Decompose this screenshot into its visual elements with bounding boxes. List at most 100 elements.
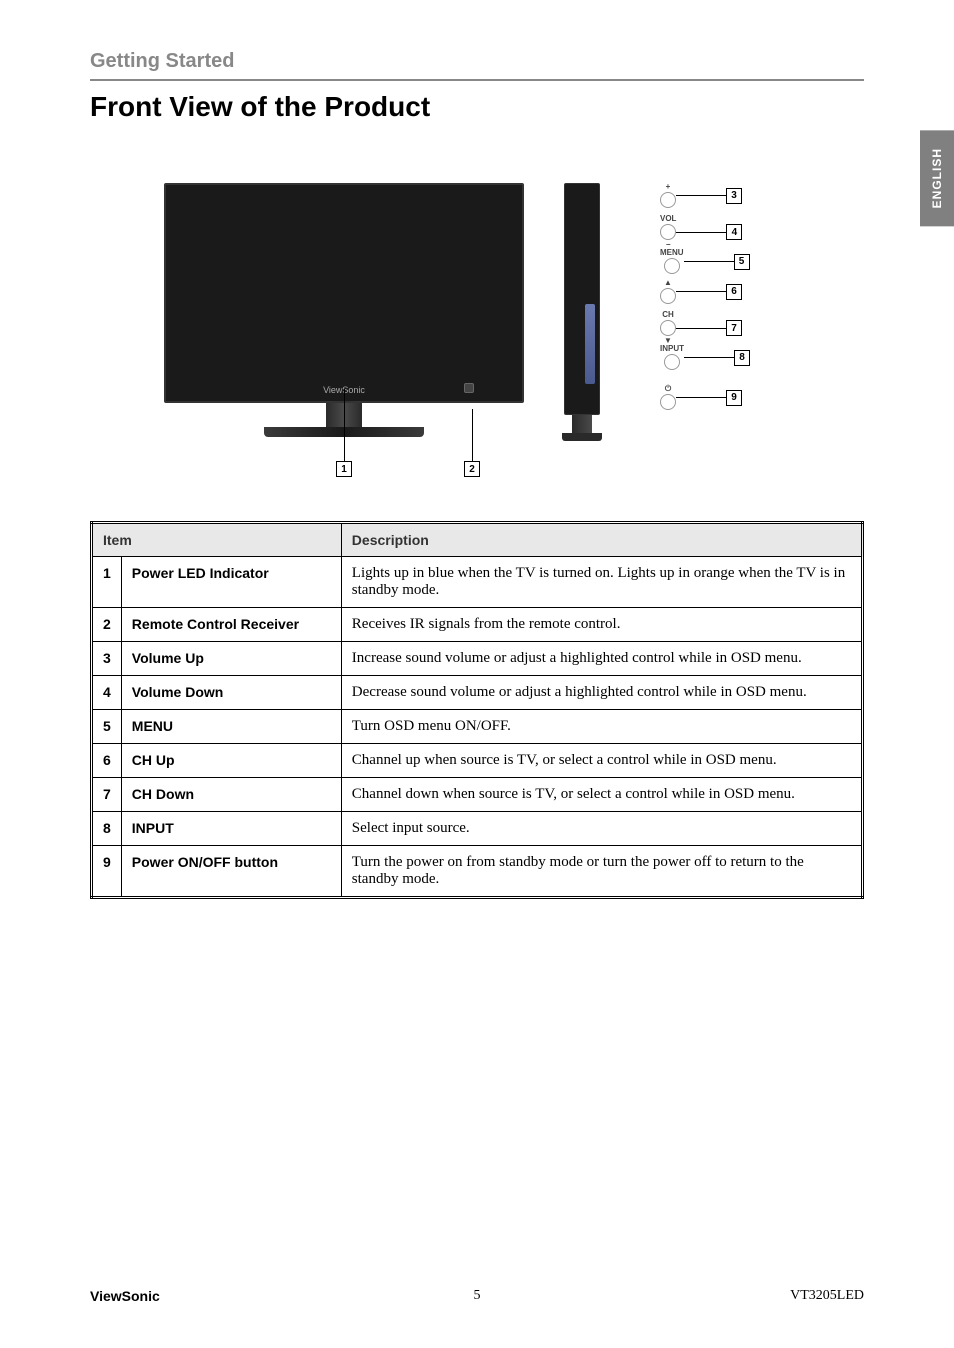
- row-item-name: Volume Up: [121, 642, 341, 676]
- button-stack: INPUT: [660, 345, 684, 370]
- callout-leader: [684, 261, 734, 262]
- table-row: 8INPUTSelect input source.: [92, 812, 863, 846]
- callout-leader: [676, 291, 726, 292]
- callout-number: 5: [734, 254, 750, 270]
- button-circle-icon: [660, 320, 676, 336]
- tv-side-stand: [562, 415, 602, 441]
- row-description: Channel up when source is TV, or select …: [341, 744, 862, 778]
- callout-2: 2: [464, 461, 480, 477]
- table-header-item: Item: [92, 523, 342, 557]
- row-number: 1: [92, 557, 122, 608]
- table-row: 6CH UpChannel up when source is TV, or s…: [92, 744, 863, 778]
- callout-1: 1: [336, 461, 352, 477]
- row-number: 4: [92, 676, 122, 710]
- row-number: 3: [92, 642, 122, 676]
- row-description: Turn OSD menu ON/OFF.: [341, 710, 862, 744]
- callout-leader: [676, 232, 726, 233]
- footer-brand: ViewSonic: [90, 1288, 160, 1304]
- row-description: Receives IR signals from the remote cont…: [341, 608, 862, 642]
- row-number: 6: [92, 744, 122, 778]
- button-circle-icon: [660, 224, 676, 240]
- row-number: 7: [92, 778, 122, 812]
- row-item-name: Power ON/OFF button: [121, 846, 341, 898]
- footer-page-number: 5: [474, 1288, 481, 1304]
- row-number: 5: [92, 710, 122, 744]
- button-circle-icon: [660, 192, 676, 208]
- button-stack: ▲: [660, 279, 676, 304]
- table-row: 5MENUTurn OSD menu ON/OFF.: [92, 710, 863, 744]
- callout-number: 7: [726, 320, 742, 336]
- button-top-label: INPUT: [660, 345, 684, 353]
- callout-number: 3: [726, 188, 742, 204]
- tv-side-body: [564, 183, 600, 415]
- button-detail-row: +3: [660, 183, 742, 208]
- button-stack: VOL−: [660, 215, 676, 249]
- row-number: 2: [92, 608, 122, 642]
- row-description: Decrease sound volume or adjust a highli…: [341, 676, 862, 710]
- page-title: Front View of the Product: [90, 91, 864, 123]
- side-button-strip: [585, 304, 595, 384]
- tv-side-view: [564, 183, 620, 441]
- row-description: Increase sound volume or adjust a highli…: [341, 642, 862, 676]
- table-row: 4Volume DownDecrease sound volume or adj…: [92, 676, 863, 710]
- tv-screen: ViewSonic: [164, 183, 524, 403]
- table-row: 2Remote Control ReceiverReceives IR sign…: [92, 608, 863, 642]
- callout-line: [344, 389, 345, 461]
- row-description: Select input source.: [341, 812, 862, 846]
- row-number: 8: [92, 812, 122, 846]
- page-content: Getting Started Front View of the Produc…: [0, 0, 954, 939]
- table-row: 9Power ON/OFF buttonTurn the power on fr…: [92, 846, 863, 898]
- button-top-label: ⏻: [665, 385, 671, 393]
- row-description: Channel down when source is TV, or selec…: [341, 778, 862, 812]
- button-detail-row: ▲6: [660, 279, 742, 304]
- button-detail-row: ⏻9: [660, 385, 742, 410]
- buttons-detail: +3VOL−4MENU5▲6CH▼7INPUT8⏻9: [660, 183, 790, 441]
- callout-number: 9: [726, 390, 742, 406]
- button-top-label: +: [666, 183, 671, 191]
- ir-receiver-marker: [464, 383, 474, 393]
- button-top-label: ▲: [664, 279, 672, 287]
- button-top-label: MENU: [660, 249, 684, 257]
- callout-leader: [676, 328, 726, 329]
- row-item-name: INPUT: [121, 812, 341, 846]
- button-detail-row: CH▼ 7: [660, 311, 742, 345]
- language-tab: ENGLISH: [920, 130, 954, 226]
- tv-front-view: ViewSonic 1 2: [164, 183, 524, 437]
- footer-model: VT3205LED: [790, 1288, 864, 1304]
- row-item-name: CH Up: [121, 744, 341, 778]
- button-stack: ⏻: [660, 385, 676, 410]
- row-item-name: CH Down: [121, 778, 341, 812]
- button-circle-icon: [660, 394, 676, 410]
- description-table: Item Description 1Power LED IndicatorLig…: [90, 521, 864, 899]
- button-detail-row: VOL− 4: [660, 215, 742, 249]
- button-detail-row: MENU 5: [660, 249, 750, 274]
- page-footer: ViewSonic 5 VT3205LED: [90, 1288, 864, 1304]
- table-row: 3Volume UpIncrease sound volume or adjus…: [92, 642, 863, 676]
- button-stack: MENU: [660, 249, 684, 274]
- button-circle-icon: [664, 258, 680, 274]
- table-row: 1Power LED IndicatorLights up in blue wh…: [92, 557, 863, 608]
- row-number: 9: [92, 846, 122, 898]
- callout-number: 8: [734, 350, 750, 366]
- callout-number: 6: [726, 284, 742, 300]
- row-item-name: Power LED Indicator: [121, 557, 341, 608]
- callout-leader: [676, 195, 726, 196]
- button-circle-icon: [660, 288, 676, 304]
- row-description: Lights up in blue when the TV is turned …: [341, 557, 862, 608]
- callout-leader: [676, 397, 726, 398]
- table-row: 7CH DownChannel down when source is TV, …: [92, 778, 863, 812]
- button-stack: +: [660, 183, 676, 208]
- button-stack: CH▼: [660, 311, 676, 345]
- button-top-label: CH: [662, 311, 674, 319]
- button-detail-row: INPUT 8: [660, 345, 750, 370]
- button-top-label: VOL: [660, 215, 676, 223]
- callout-leader: [684, 357, 734, 358]
- section-header: Getting Started: [90, 50, 864, 81]
- product-figure: ViewSonic 1 2 +3VOL−4MENU5▲6CH▼7INPUT8⏻9: [90, 183, 864, 441]
- table-header-description: Description: [341, 523, 862, 557]
- callout-line: [472, 409, 473, 461]
- button-circle-icon: [664, 354, 680, 370]
- callout-number: 4: [726, 224, 742, 240]
- row-item-name: Volume Down: [121, 676, 341, 710]
- row-description: Turn the power on from standby mode or t…: [341, 846, 862, 898]
